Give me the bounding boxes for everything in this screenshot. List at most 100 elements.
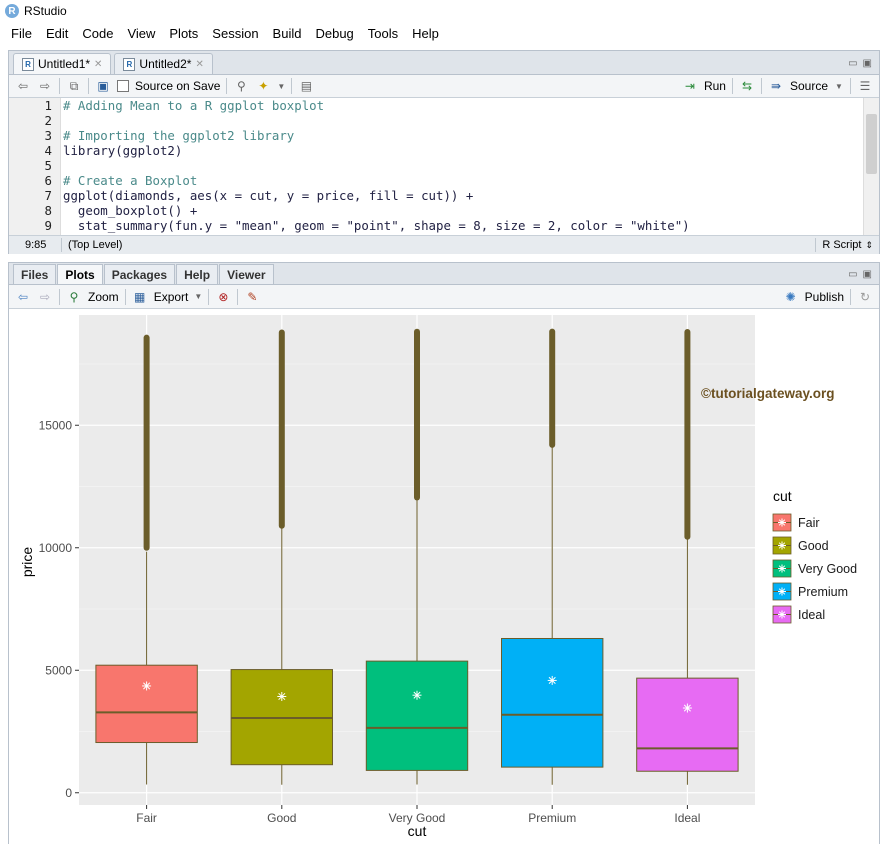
x-tick-label: Premium [528,811,576,825]
publish-icon[interactable]: ✺ [785,289,796,304]
minimize-pane-icon[interactable]: ▭ [848,58,859,69]
legend-label: Fair [798,516,820,530]
line-number: 1 [44,98,52,113]
legend-item: Ideal [772,605,825,624]
forward-arrow-icon[interactable]: ⇨ [39,79,51,93]
box-fair [95,334,198,785]
line-number: 6 [44,173,52,188]
mean-marker [413,691,421,699]
y-tick-label: 10000 [39,541,73,555]
menu-view[interactable]: View [127,25,156,41]
menu-edit[interactable]: Edit [45,25,69,41]
tab-untitled2[interactable]: R Untitled2* ✕ [114,53,213,74]
legend-label: Very Good [798,562,857,576]
back-arrow-icon[interactable]: ⇦ [17,79,29,93]
legend-label: Premium [798,585,848,599]
code-line [63,113,690,128]
source-on-save-checkbox[interactable] [117,80,129,92]
tab-plots[interactable]: Plots [57,264,103,284]
scope-indicator[interactable]: (Top Level) [68,239,123,251]
tab-packages[interactable]: Packages [103,264,176,284]
menu-bar: File Edit Code View Plots Session Build … [0,22,881,44]
tab-help[interactable]: Help [176,264,219,284]
chevron-down-icon[interactable]: ▼ [277,81,286,91]
menu-session[interactable]: Session [212,25,259,41]
maximize-pane-icon[interactable]: ▣ [862,269,873,280]
source-button[interactable]: Source [789,79,828,93]
run-button[interactable]: Run [703,79,726,93]
x-axis-title: cut [408,823,427,839]
menu-build[interactable]: Build [272,25,302,41]
show-in-window-icon[interactable]: ⧉ [69,78,79,93]
clear-all-broom-icon[interactable]: ✎ [247,289,258,304]
tab-files[interactable]: Files [13,264,57,284]
x-tick-label: Very Good [389,811,446,825]
code-editor[interactable]: 1 2 3 4 5 6 7 8 9 # Adding Mean to a R g… [9,98,879,235]
code-line: # Create a Boxplot [63,173,198,188]
search-icon[interactable]: ⚲ [236,79,246,93]
save-icon[interactable]: ▣ [97,79,109,93]
line-number: 9 [44,218,52,233]
legend-title: cut [773,488,792,504]
menu-debug[interactable]: Debug [315,25,354,41]
tab-label: Untitled1* [38,57,91,71]
source-toolbar: ⇦ ⇨ ⧉ ▣ Source on Save ⚲ ✦ ▼ ▤ ⇥ Run ⇆ ⇛… [9,75,879,98]
cursor-position: 9:85 [25,239,47,251]
x-tick-label: Ideal [674,811,700,825]
export-button[interactable]: Export [153,289,189,304]
code-tools-wand-icon[interactable]: ✦ [258,79,269,93]
scrollbar-thumb[interactable] [866,114,877,174]
run-arrow-icon[interactable]: ⇥ [684,79,695,93]
legend-item: Very Good [772,559,857,578]
menu-help[interactable]: Help [412,25,439,41]
editor-scrollbar[interactable] [863,98,879,235]
minimize-pane-icon[interactable]: ▭ [848,269,859,280]
zoom-icon[interactable]: ⚲ [69,289,79,304]
code-line: # Adding Mean to a R ggplot boxplot [63,98,325,113]
remove-plot-icon[interactable]: ⊗ [218,289,229,304]
source-arrow-icon[interactable]: ⇛ [770,79,781,93]
line-number: 8 [44,203,52,218]
close-icon[interactable]: ✕ [195,58,204,70]
mean-marker [548,676,556,684]
legend-item: Good [772,536,829,555]
outline-icon[interactable]: ☰ [859,79,871,93]
chevron-down-icon[interactable]: ▼ [835,81,843,91]
next-plot-icon[interactable]: ⇨ [39,289,51,304]
line-number: 7 [44,188,52,203]
code-line: ggplot(diamonds, aes(x = cut, y = price,… [63,188,474,203]
box-ideal [636,329,739,785]
legend-item: Fair [772,513,820,532]
code-line: library(ggplot2) [63,143,183,158]
maximize-pane-icon[interactable]: ▣ [862,58,873,69]
legend-mean-marker [778,611,786,618]
line-number: 2 [44,113,52,128]
refresh-icon[interactable]: ↻ [859,289,871,304]
menu-plots[interactable]: Plots [169,25,199,41]
previous-plot-icon[interactable]: ⇦ [17,289,29,304]
boxplot-chart: 0 5000 10000 15000 Fair Good Very Good Premium… [19,315,857,839]
updown-icon[interactable]: ⇕ [865,239,873,250]
plots-toolbar: ⇦ ⇨ ⚲ Zoom ▦ Export ▼ ⊗ ✎ ✺ Publish ↻ [9,285,879,309]
menu-code[interactable]: Code [82,25,114,41]
box-rect [365,660,469,771]
rerun-icon[interactable]: ⇆ [741,79,752,93]
tab-untitled1[interactable]: R Untitled1* ✕ [13,53,112,74]
line-number: 4 [44,143,52,158]
legend-mean-marker [778,542,786,549]
r-script-icon: R [22,57,34,71]
menu-tools[interactable]: Tools [367,25,399,41]
zoom-button[interactable]: Zoom [88,289,119,304]
publish-button[interactable]: Publish [804,289,844,304]
close-icon[interactable]: ✕ [94,58,103,70]
file-type-selector[interactable]: R Script [822,239,862,251]
tab-viewer[interactable]: Viewer [219,264,274,284]
compile-report-icon[interactable]: ▤ [300,79,313,93]
title-bar: R RStudio [0,0,881,22]
y-axis-title: price [19,547,35,578]
export-icon[interactable]: ▦ [134,289,146,304]
chevron-down-icon[interactable]: ▼ [194,292,203,301]
source-tab-bar: R Untitled1* ✕ R Untitled2* ✕ ▭ ▣ [9,51,879,75]
y-tick-label: 0 [65,786,72,800]
menu-file[interactable]: File [11,25,32,41]
